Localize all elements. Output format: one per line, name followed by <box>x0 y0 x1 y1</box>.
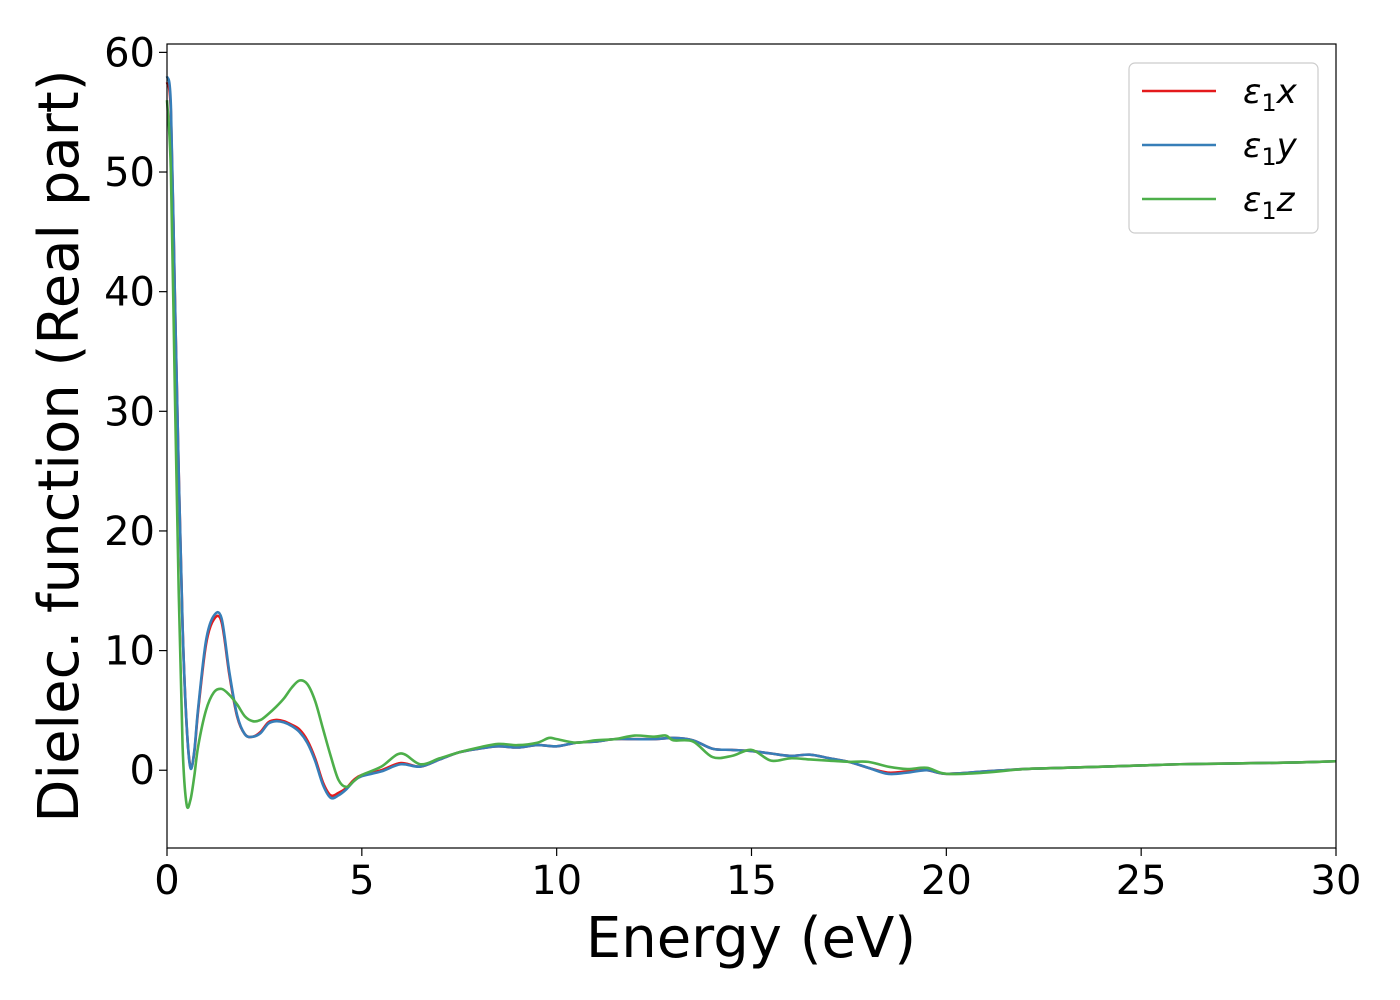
x-axis-label: Energy (eV) <box>586 906 916 971</box>
x-tick-label: 20 <box>921 858 972 904</box>
y-tick-label: 0 <box>130 748 155 794</box>
y-tick-label: 10 <box>104 629 155 675</box>
legend-label-x: ε1x <box>1243 72 1298 117</box>
x-tick-label: 15 <box>726 858 777 904</box>
y-tick-label: 20 <box>104 509 155 555</box>
legend-box <box>1128 62 1319 234</box>
y-axis: 0 10 20 30 40 50 60 <box>104 30 167 794</box>
legend-label-y: ε1y <box>1243 126 1298 171</box>
y-tick-label: 60 <box>104 30 155 76</box>
legend: ε1x ε1y ε1z <box>1128 62 1319 234</box>
series-layer <box>165 76 1337 810</box>
legend-label-z: ε1z <box>1243 180 1296 225</box>
series-line-z <box>165 100 1337 810</box>
x-axis: 0 5 10 15 20 25 30 <box>154 848 1361 904</box>
x-tick-label: 25 <box>1116 858 1167 904</box>
y-tick-label: 50 <box>104 150 155 196</box>
y-tick-label: 30 <box>104 389 155 435</box>
y-tick-label: 40 <box>104 270 155 316</box>
x-tick-label: 5 <box>349 858 374 904</box>
x-tick-label: 10 <box>531 858 582 904</box>
y-axis-label: Dielec. function (Real part) <box>27 69 92 822</box>
x-tick-label: 30 <box>1311 858 1362 904</box>
x-tick-label: 0 <box>154 858 179 904</box>
